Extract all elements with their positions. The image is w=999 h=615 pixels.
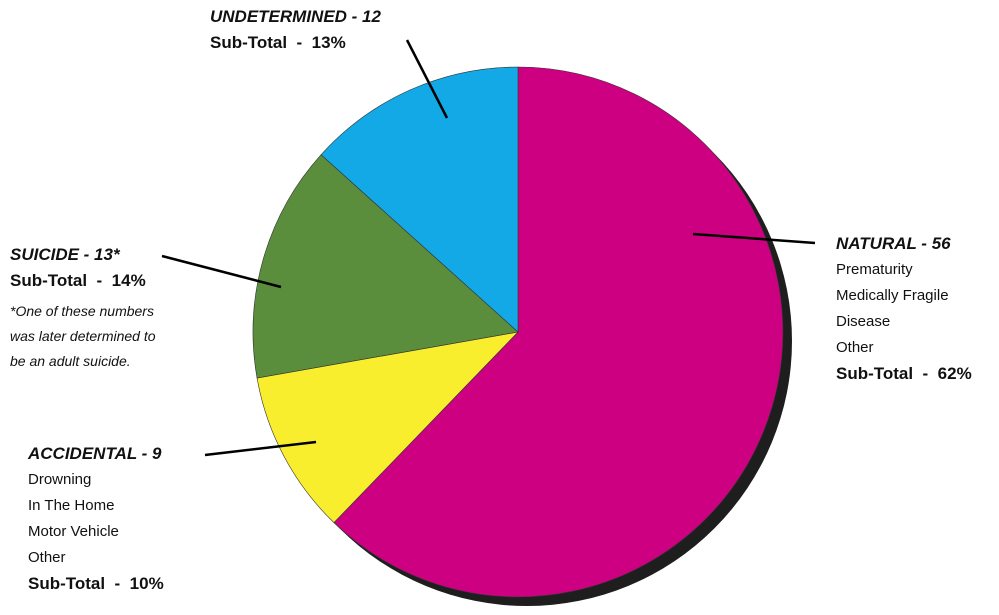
label-suicide: SUICIDE - 13* Sub-Total - 14% *One of th… [10,242,156,374]
leader-lines [161,39,816,457]
natural-item: Prematurity [836,261,913,278]
label-accidental: ACCIDENTAL - 9 Drowning In The Home Moto… [28,441,164,597]
suicide-note: be an adult suicide. [10,353,131,369]
pie-slice-suicide [252,154,519,379]
undetermined-header: UNDETERMINED - 12 [210,7,381,26]
accidental-header: ACCIDENTAL - 9 [28,444,162,463]
accidental-item: Motor Vehicle [28,523,119,540]
accidental-item: In The Home [28,497,115,514]
pie-slice-accidental [256,331,519,524]
natural-subtotal: Sub-Total - 62% [836,364,972,383]
undetermined-subtotal: Sub-Total - 13% [210,33,346,52]
accidental-item: Other [28,549,66,566]
label-natural: NATURAL - 56 Prematurity Medically Fragi… [836,231,972,387]
suicide-header: SUICIDE - 13* [10,245,120,264]
suicide-note: was later determined to [10,328,156,344]
pie-slices [252,66,784,598]
leader-line-natural [692,232,816,245]
natural-header: NATURAL - 56 [836,234,951,253]
natural-item: Disease [836,313,891,330]
leader-line-suicide [161,254,282,289]
suicide-subtotal: Sub-Total - 14% [10,271,146,290]
natural-item: Other [836,339,874,356]
pie-slice-natural [333,66,784,598]
suicide-note: *One of these numbers [10,303,154,319]
label-undetermined: UNDETERMINED - 12 Sub-Total - 13% [210,4,381,56]
accidental-subtotal: Sub-Total - 10% [28,574,164,593]
accidental-item: Drowning [28,471,92,488]
leader-line-accidental [204,440,317,457]
pie-slice-undetermined [320,66,519,333]
natural-item: Medically Fragile [836,287,949,304]
leader-line-undetermined [405,39,449,119]
